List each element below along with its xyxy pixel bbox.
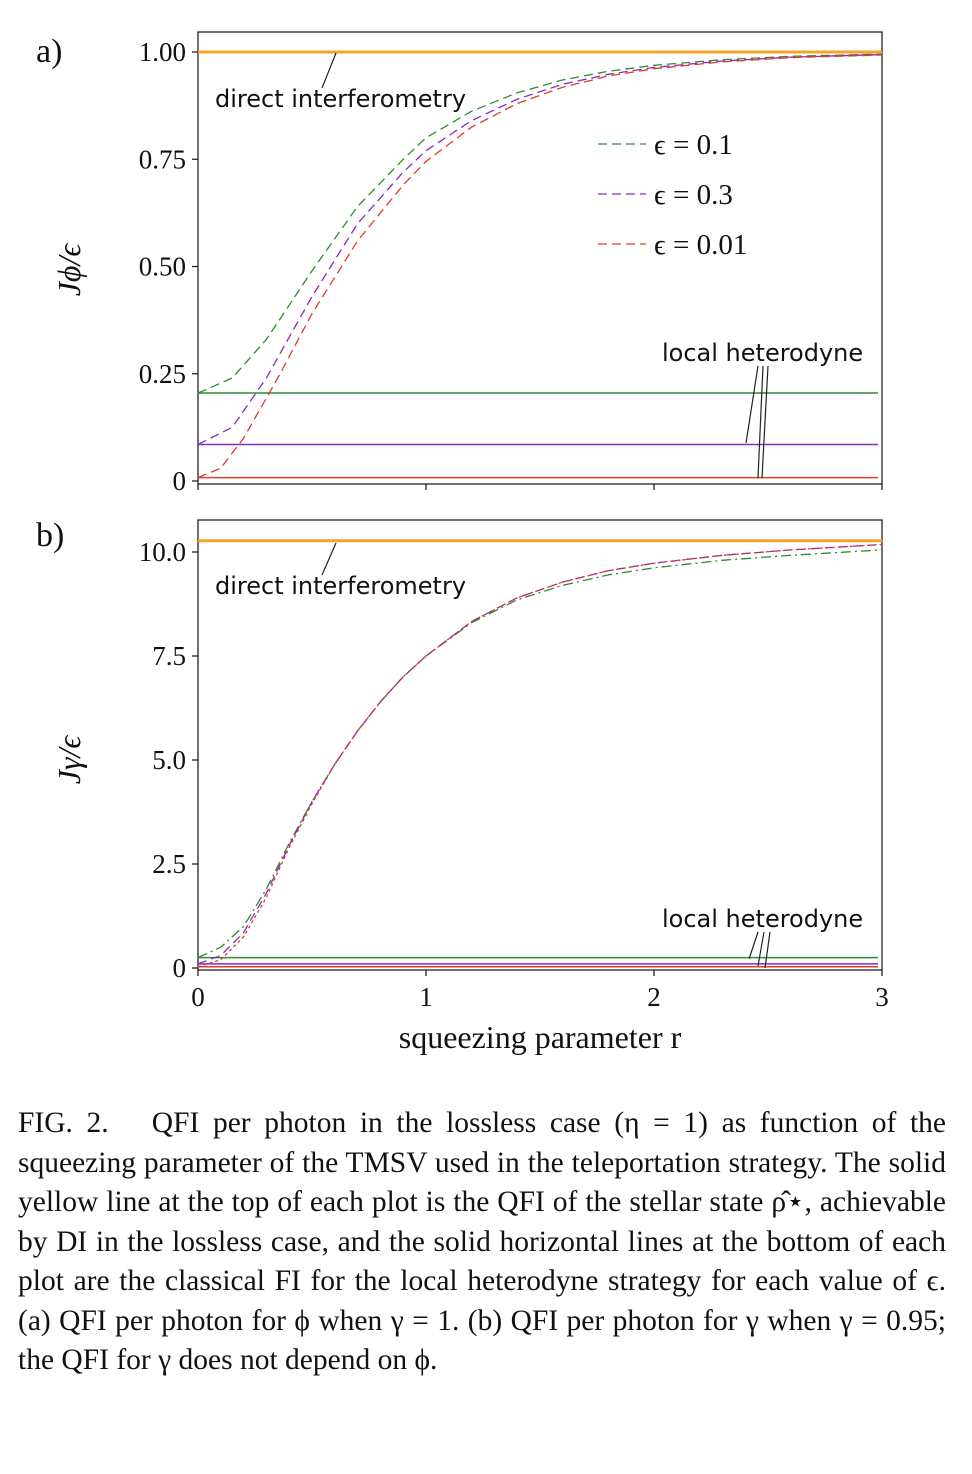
panel-label: b)	[36, 517, 64, 554]
series-line	[197, 543, 883, 965]
direct-interferometry-label: direct interferometry	[215, 85, 466, 113]
x-axis-label: squeezing parameter r	[399, 1019, 682, 1055]
local-annotation-pointer	[764, 931, 771, 969]
y-tick-label: 10.0	[139, 537, 186, 567]
figure-caption: FIG. 2. QFI per photon in the lossless c…	[18, 1107, 946, 1376]
local-annotation-pointer	[745, 365, 759, 444]
y-tick-label: 0.25	[139, 359, 186, 389]
y-tick-label: 0	[173, 953, 187, 983]
y-axis-label: Jϕ/ϵ	[51, 243, 87, 297]
plot-frame	[197, 31, 883, 485]
y-tick-label: 2.5	[152, 849, 186, 879]
series-line	[197, 543, 883, 968]
legend-entry: ϵ = 0.01	[654, 229, 747, 261]
legend-entry: ϵ = 0.3	[654, 179, 733, 211]
panel-b: 0 2.5 5.0 7.5 10.0 0 1 2 3 b) Jγ/ϵ direct interfero…	[36, 517, 889, 1055]
y-tick-label: 1.00	[139, 37, 186, 67]
series-line	[197, 54, 883, 479]
direct-annotation-pointer	[321, 52, 337, 89]
local-annotation-pointer	[748, 931, 759, 960]
direct-annotation-pointer	[321, 542, 337, 576]
y-tick-label: 5.0	[152, 745, 186, 775]
direct-interferometry-label: direct interferometry	[215, 572, 466, 600]
panel-a: 0 0.25 0.50 0.75 1.00 a) Jϕ/ϵ direct interferom…	[36, 31, 883, 496]
legend-entry: ϵ = 0.1	[654, 129, 733, 161]
local-annotation-pointer	[757, 931, 765, 967]
x-tick-label: 2	[647, 982, 661, 1012]
plot-frame	[197, 519, 883, 971]
x-tick-label: 3	[875, 982, 889, 1012]
y-axis-label: Jγ/ϵ	[51, 735, 87, 785]
x-tick-label: 1	[419, 982, 433, 1012]
series-line	[197, 53, 883, 446]
local-annotation-pointer	[761, 365, 769, 479]
local-heterodyne-label: local heterodyne	[662, 339, 863, 367]
series-line	[197, 53, 883, 394]
y-tick-label: 0.75	[139, 144, 186, 174]
local-annotation-pointer	[757, 365, 764, 479]
local-heterodyne-label: local heterodyne	[662, 905, 863, 933]
panel-label: a)	[36, 33, 62, 70]
y-tick-label: 0	[173, 466, 187, 496]
y-tick-label: 7.5	[152, 641, 186, 671]
x-tick-label: 0	[191, 982, 205, 1012]
figure-canvas: 0 0.25 0.50 0.75 1.00 a) Jϕ/ϵ direct interferom…	[36, 31, 889, 1055]
series-line	[197, 549, 883, 959]
y-tick-label: 0.50	[139, 252, 186, 282]
